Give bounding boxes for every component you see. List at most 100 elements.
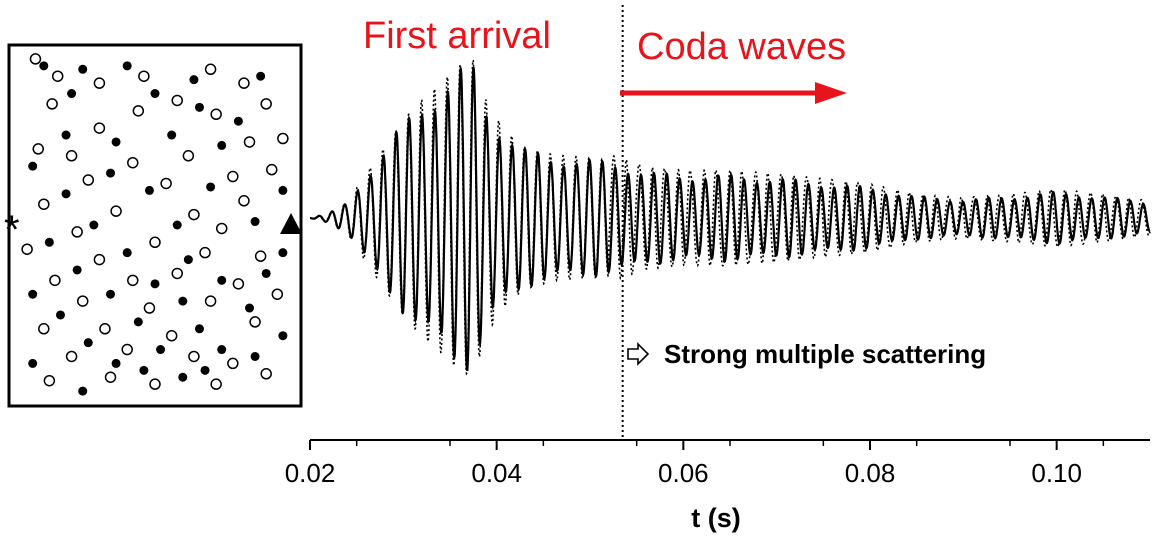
open-scatterer (76, 295, 89, 307)
open-scatterer (232, 278, 245, 290)
filled-scatterer (250, 351, 260, 361)
open-scatterer (210, 378, 222, 390)
open-scatterer (32, 143, 44, 155)
open-scatterer (171, 267, 183, 280)
filled-scatterer (194, 324, 204, 334)
open-scatterer (138, 70, 150, 82)
x-tick-label: 0.04 (471, 458, 522, 488)
open-scatterer (260, 368, 272, 380)
filled-scatterer (150, 89, 160, 99)
open-scatterer (243, 136, 256, 148)
open-scatterer (204, 63, 217, 76)
open-scatterer (127, 274, 139, 287)
filled-scatterer (122, 61, 132, 71)
filled-scatterer (139, 365, 149, 375)
coda-arrow-icon (815, 82, 847, 104)
filled-scatterer (217, 140, 227, 150)
filled-scatterer (44, 237, 54, 247)
filled-scatterer (245, 303, 255, 313)
filled-scatterer (111, 137, 121, 147)
filled-scatterer (278, 185, 288, 195)
filled-scatterer (61, 189, 71, 199)
filled-scatterer (178, 296, 188, 306)
solid-waveform-line (309, 66, 1151, 372)
waveform-group (309, 57, 1151, 376)
x-tick-label: 0.08 (845, 458, 896, 488)
hollow-arrow-icon (627, 342, 650, 366)
filled-scatterer (261, 268, 271, 278)
open-scatterer (121, 343, 133, 356)
receiver-triangle-icon (280, 213, 302, 234)
x-tick-label: 0.02 (285, 458, 336, 488)
filled-scatterer (61, 130, 71, 140)
open-scatterer (160, 177, 172, 190)
filled-scatterer (150, 279, 160, 289)
open-scatterer (127, 156, 139, 169)
open-scatterer (266, 163, 278, 176)
filled-scatterer (217, 345, 227, 355)
open-scatterer (199, 246, 211, 259)
first-arrival-label: First arrival (363, 15, 551, 57)
open-scatterer (171, 94, 183, 107)
open-scatterer (254, 250, 267, 262)
filled-scatterer (178, 372, 188, 382)
open-scatterer (165, 329, 178, 342)
filled-scatterer (67, 89, 77, 99)
filled-scatterer (250, 217, 260, 227)
open-scatterer (51, 70, 64, 82)
filled-scatterer (111, 358, 121, 368)
open-scatterer (149, 378, 161, 390)
filled-scatterer (28, 358, 38, 368)
open-scatterer (238, 77, 250, 89)
filled-scatterer (106, 289, 116, 299)
filled-scatterer (278, 248, 288, 258)
open-scatterer (227, 357, 239, 370)
open-scatterer (277, 132, 289, 145)
filled-scatterer (78, 64, 88, 74)
open-scatterer (132, 105, 145, 117)
open-scatterer (93, 77, 106, 89)
open-scatterer (104, 371, 117, 383)
source-star-icon: * (4, 208, 20, 252)
filled-scatterer (183, 255, 193, 265)
open-scatterer (188, 208, 200, 221)
scattering-medium-panel: * (4, 43, 303, 408)
filled-scatterer (144, 185, 154, 195)
filled-scatterer (189, 75, 199, 85)
filled-scatterer (122, 248, 132, 258)
open-scatterer (260, 98, 272, 110)
open-scatterer (143, 302, 156, 314)
open-scatterer (49, 274, 61, 287)
open-scatterer (65, 150, 78, 162)
open-scatterer (182, 150, 195, 162)
open-scatterer (249, 316, 261, 328)
open-scatterer (93, 253, 106, 266)
filled-scatterer (200, 365, 210, 375)
scatterer-group (21, 53, 289, 396)
open-scatterer (210, 108, 222, 121)
filled-scatterer (217, 275, 227, 285)
open-scatterer (46, 98, 58, 110)
coda-waves-label: Coda waves (637, 26, 846, 68)
filled-scatterer (156, 345, 166, 355)
open-scatterer (65, 350, 78, 363)
filled-scatterer (39, 61, 49, 71)
open-scatterer (43, 374, 56, 387)
open-scatterer (110, 205, 122, 217)
filled-scatterer (278, 331, 288, 341)
filled-scatterer (256, 71, 266, 81)
open-scatterer (38, 198, 50, 210)
x-tick-label: 0.06 (658, 458, 709, 488)
filled-scatterer (206, 182, 216, 192)
open-scatterer (29, 53, 42, 65)
filled-scatterer (167, 130, 177, 140)
filled-scatterer (72, 265, 82, 275)
filled-scatterer (133, 317, 143, 327)
x-tick-label: 0.10 (1031, 458, 1082, 488)
filled-scatterer (89, 220, 99, 230)
open-scatterer (99, 323, 111, 335)
open-scatterer (188, 350, 200, 363)
filled-scatterer (194, 102, 204, 112)
open-scatterer (215, 222, 228, 235)
